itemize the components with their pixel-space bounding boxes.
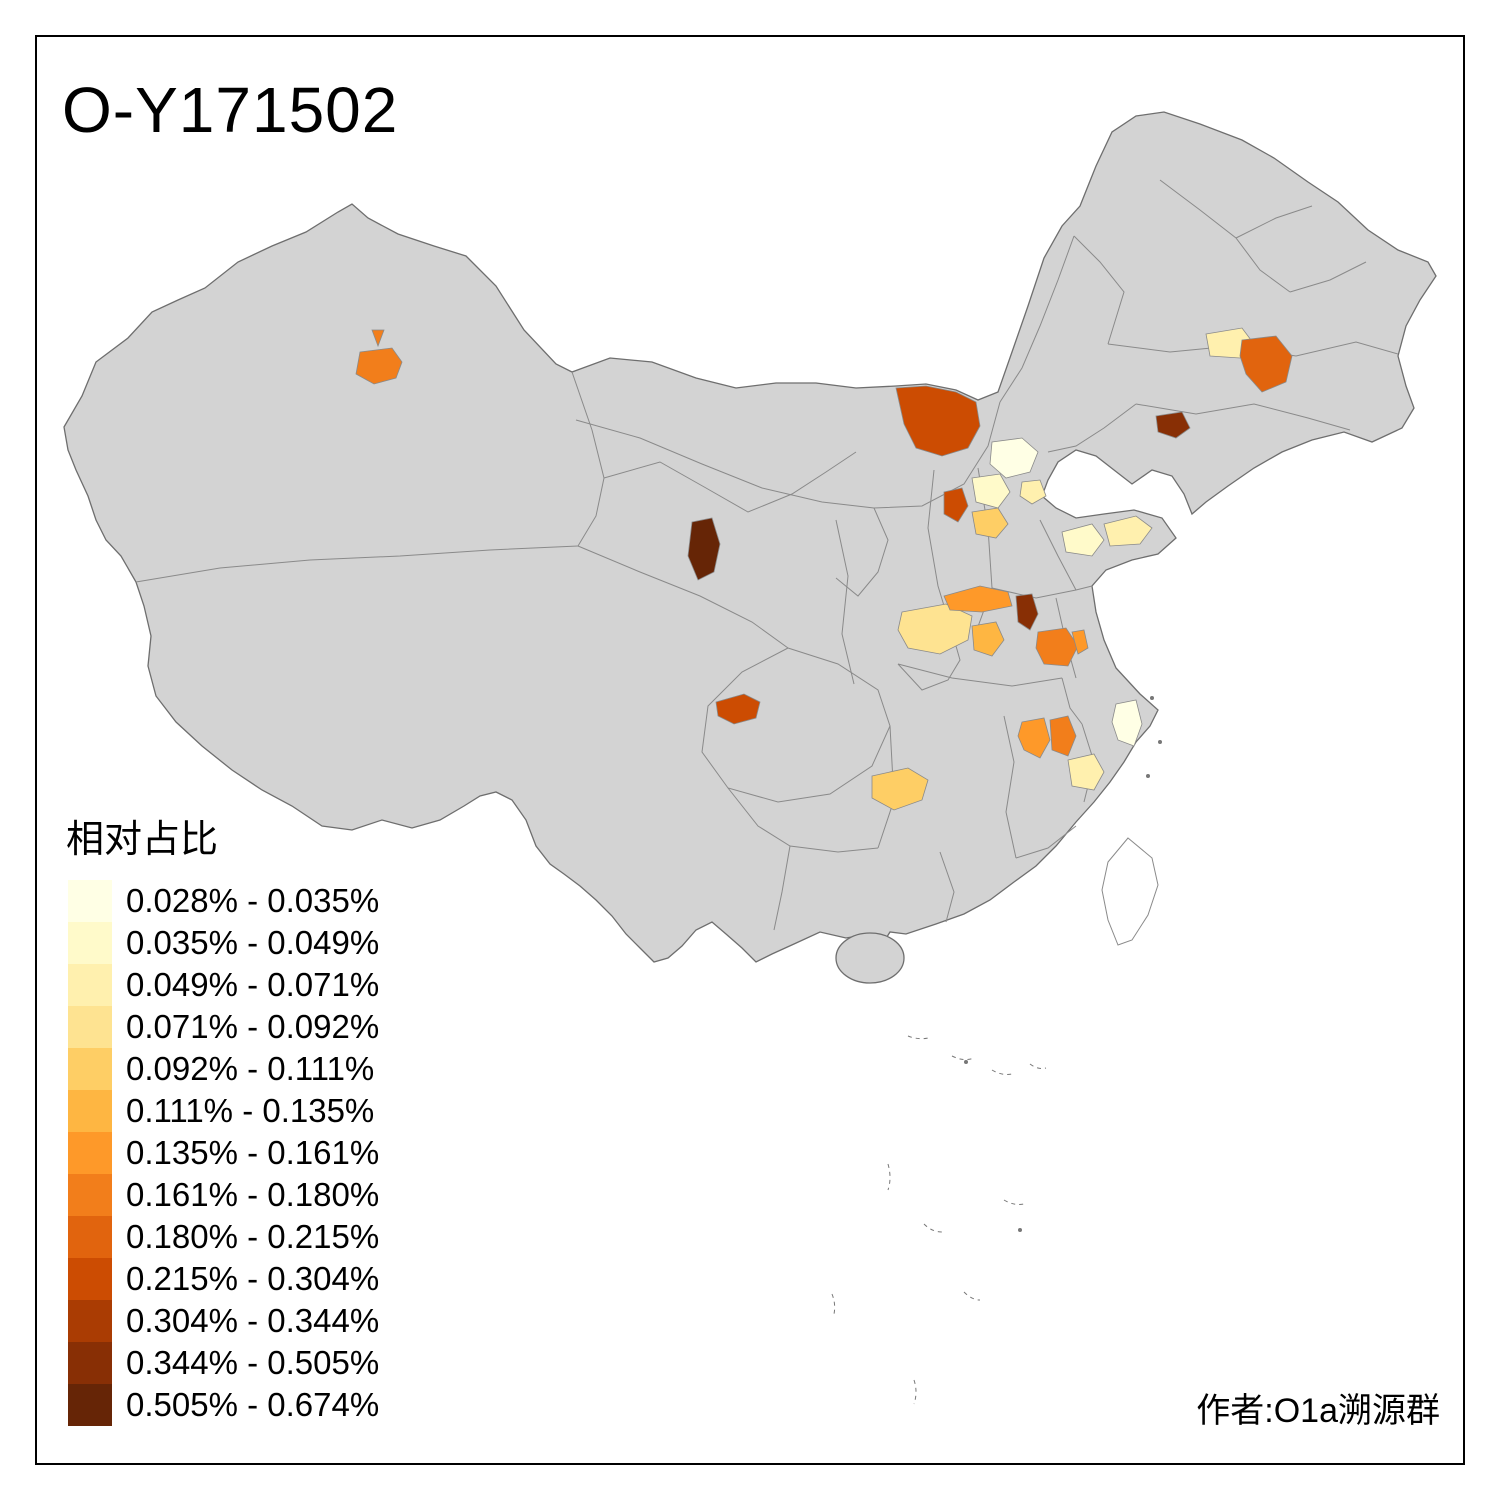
legend-swatch [68,880,112,922]
legend-label: 0.180% - 0.215% [126,1218,379,1255]
data-regions [355,327,1293,811]
island-mark [831,1293,836,1315]
map-region-r20 [715,693,761,725]
hainan-island [835,932,905,984]
map-region-r12 [1155,411,1191,439]
map-region-r24 [1111,699,1143,747]
island-dot [964,1060,968,1064]
map-region-r15 [943,585,1013,613]
island-mark [1029,1063,1047,1069]
map-region-r25 [1067,753,1105,791]
map-region-r2 [895,385,981,457]
figure-border [35,35,1465,1465]
island-mark [887,1163,891,1191]
legend: 相对占比 0.028% - 0.035% 0.035% - 0.049% 0.0… [66,819,379,1426]
china-mainland-outline [63,111,1437,963]
map-region-r11 [1239,335,1293,393]
legend-swatch [68,1300,112,1342]
map-region-r17 [971,621,1005,657]
legend-swatch [68,1048,112,1090]
map-region-r18 [1035,627,1079,667]
island-dot [1018,1228,1022,1232]
island-mark [913,1379,917,1405]
province-borders [135,179,1399,931]
attribution-text: 作者:O1a溯源群 [1196,1392,1440,1430]
chart-title: O-Y171502 [62,74,398,146]
map-region-r22 [1017,717,1051,759]
legend-label: 0.505% - 0.674% [126,1386,379,1423]
island-dot [1150,696,1154,700]
legend-swatch [68,1174,112,1216]
legend-swatch [68,1132,112,1174]
map-region-r1 [355,329,403,385]
legend-label: 0.071% - 0.092% [126,1008,379,1045]
legend-label: 0.344% - 0.505% [126,1344,379,1381]
legend-label: 0.215% - 0.304% [126,1260,379,1297]
legend-swatch [68,1006,112,1048]
china-map [63,111,1437,984]
legend-label: 0.035% - 0.049% [126,924,379,961]
south-china-sea-islands [831,696,1162,1405]
map-region-r6 [1019,479,1047,505]
legend-label: 0.028% - 0.035% [126,882,379,919]
map-region-r5 [971,473,1011,509]
map-region-r8 [1061,523,1105,557]
map-region-r21 [871,767,929,811]
map-region-r16 [1015,593,1039,631]
legend-swatch [68,964,112,1006]
map-region-r13 [687,517,721,581]
map-region-r19 [1071,629,1089,655]
map-region-r9 [1103,515,1153,547]
legend-label: 0.304% - 0.344% [126,1302,379,1339]
legend-swatch [68,922,112,964]
island-dot [1158,740,1162,744]
island-mark [963,1291,981,1301]
legend-label: 0.092% - 0.111% [126,1050,374,1087]
island-mark [951,1055,975,1061]
map-region-r7 [971,507,1009,539]
legend-swatch [68,1342,112,1384]
legend-label: 0.111% - 0.135% [126,1092,374,1129]
island-mark [1003,1199,1025,1205]
map-region-r4 [989,437,1039,479]
legend-label: 0.135% - 0.161% [126,1134,379,1171]
map-region-r3 [943,487,969,523]
legend-label: 0.049% - 0.071% [126,966,379,1003]
legend-title: 相对占比 [66,819,218,861]
legend-label: 0.161% - 0.180% [126,1176,379,1213]
island-dot [1146,774,1150,778]
island-mark [991,1069,1013,1075]
island-mark [907,1035,929,1040]
taiwan-island [1101,837,1159,946]
legend-swatch [68,1216,112,1258]
legend-swatch [68,1258,112,1300]
legend-swatch [68,1384,112,1426]
island-mark [923,1223,943,1233]
map-region-r23 [1049,715,1077,757]
legend-swatch [68,1090,112,1132]
